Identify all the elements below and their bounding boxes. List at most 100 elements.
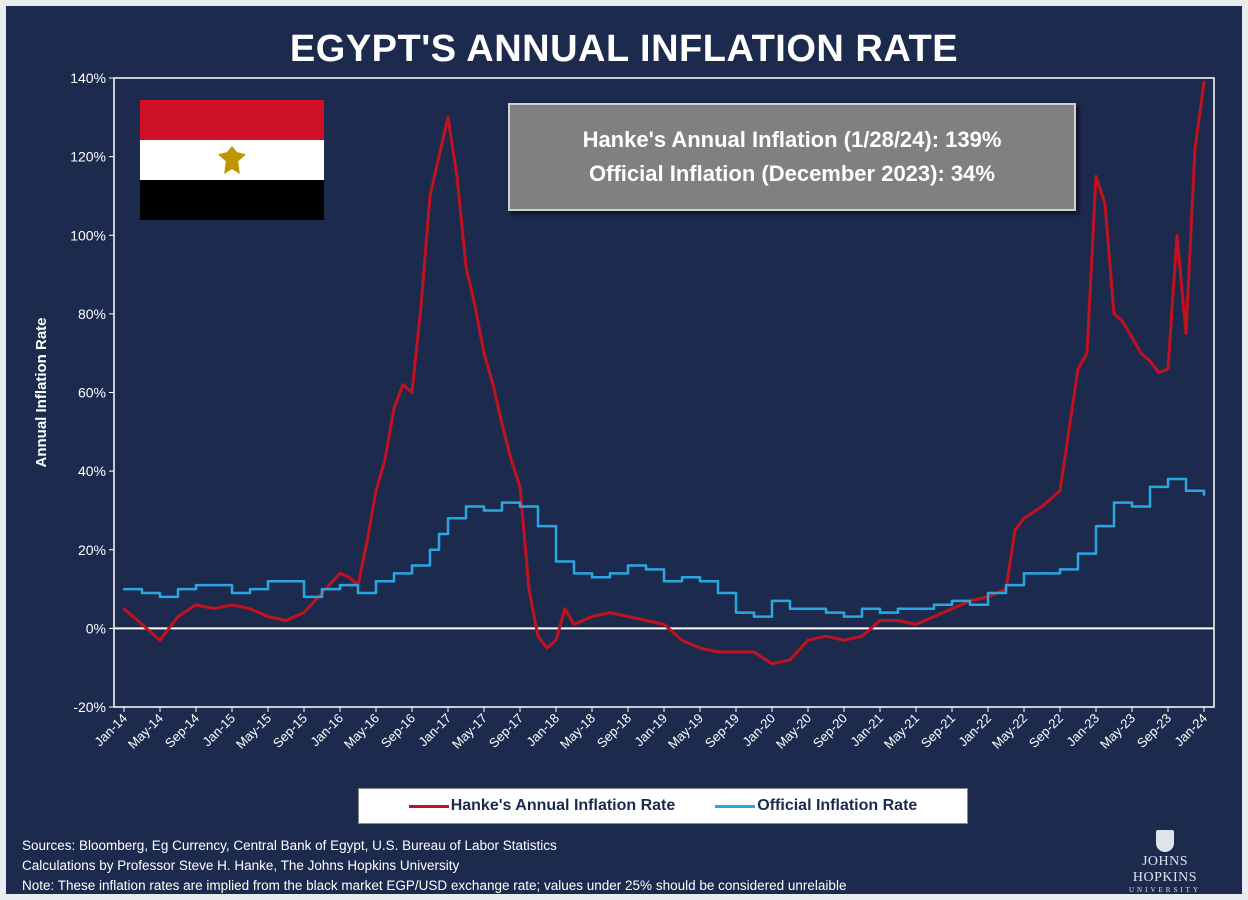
- x-tick-label: Jan-19: [631, 711, 670, 750]
- x-tick-label: Jan-18: [523, 711, 562, 750]
- y-tick-label: 80%: [78, 306, 106, 322]
- data-point-hanke: [662, 623, 666, 626]
- data-point-hanke: [1166, 367, 1170, 371]
- data-point-official: [1094, 525, 1098, 528]
- data-point-official: [1022, 572, 1026, 575]
- series-line-hanke: [123, 81, 1206, 666]
- data-point-official: [212, 583, 216, 587]
- data-point-hanke: [1058, 489, 1062, 492]
- callout-official-line: Official Inflation (December 2023): 34%: [589, 161, 995, 186]
- data-point-official: [788, 607, 792, 610]
- data-point-hanke: [302, 611, 306, 614]
- data-point-hanke: [950, 607, 954, 610]
- data-point-hanke: [383, 458, 387, 461]
- x-tick-label: Jan-16: [307, 711, 346, 750]
- chart-title: EGYPT'S ANNUAL INFLATION RATE: [289, 28, 959, 70]
- legend-swatch-hanke: [408, 804, 449, 808]
- data-point-hanke: [896, 619, 900, 622]
- data-point-official: [1184, 489, 1188, 492]
- footnote-sources: Sources: Bloomberg, Eg Currency, Central…: [22, 838, 557, 853]
- data-point-official: [950, 599, 954, 603]
- data-point-official: [896, 607, 900, 610]
- data-point-hanke: [1076, 367, 1080, 371]
- x-tick-label: Jan-20: [739, 711, 778, 750]
- data-point-official: [716, 591, 720, 595]
- johns-hopkins-logo: JOHNS HOPKINS UNIVERSITY: [1110, 830, 1220, 894]
- x-tick-label: May-19: [665, 711, 706, 752]
- data-point-official: [608, 572, 612, 575]
- data-point-hanke: [1013, 528, 1017, 532]
- x-tick-label: Jan-23: [1063, 711, 1102, 750]
- data-point-hanke: [752, 650, 756, 654]
- data-point-official: [158, 595, 162, 599]
- data-point-official: [140, 591, 144, 595]
- data-point-hanke: [788, 658, 792, 661]
- shield-icon: [1156, 830, 1174, 852]
- x-tick-label: May-14: [125, 711, 166, 752]
- data-point-hanke: [545, 646, 549, 650]
- data-point-hanke: [698, 646, 702, 650]
- data-point-hanke: [410, 391, 414, 394]
- data-point-official: [860, 607, 864, 610]
- data-point-hanke: [176, 615, 180, 618]
- data-point-official: [752, 615, 756, 618]
- data-point-official: [446, 517, 450, 520]
- data-point-official: [194, 583, 198, 587]
- x-tick-label: May-23: [1097, 711, 1138, 752]
- data-point-official: [986, 591, 990, 595]
- data-point-official: [500, 501, 504, 504]
- data-point-hanke: [464, 265, 468, 268]
- footnote-note: Note: These inflation rates are implied …: [22, 878, 847, 893]
- data-point-official: [554, 560, 558, 563]
- data-point-hanke: [563, 607, 567, 610]
- chart-legend: Hanke's Annual Inflation Rate Official I…: [358, 788, 968, 824]
- data-point-hanke: [374, 489, 378, 492]
- x-tick-label: Sep-15: [270, 711, 310, 751]
- x-tick-label: Sep-20: [810, 711, 850, 751]
- y-axis-title: Annual Inflation Rate: [33, 318, 50, 468]
- inflation-callout-box: Hanke's Annual Inflation (1/28/24): 139%…: [508, 103, 1076, 211]
- data-point-official: [266, 580, 270, 583]
- data-point-official: [338, 583, 342, 587]
- data-point-official: [590, 576, 594, 579]
- data-point-hanke: [230, 603, 234, 606]
- data-point-hanke: [716, 650, 720, 654]
- x-tick-label: Sep-22: [1026, 711, 1066, 751]
- x-tick-label: May-18: [557, 711, 598, 752]
- footnotes: Sources: Bloomberg, Eg Currency, Central…: [22, 836, 846, 896]
- data-point-hanke: [1130, 336, 1134, 339]
- data-point-official: [428, 548, 432, 551]
- data-point-official: [482, 509, 486, 512]
- data-point-hanke: [1121, 320, 1125, 323]
- data-point-official: [302, 595, 306, 599]
- data-point-official: [914, 607, 918, 610]
- data-point-hanke: [347, 576, 351, 579]
- data-point-hanke: [878, 619, 882, 622]
- data-point-hanke: [806, 639, 810, 642]
- series-line-official: [124, 477, 1206, 618]
- data-point-hanke: [1103, 202, 1107, 205]
- data-point-hanke: [1202, 80, 1206, 84]
- y-tick-label: -20%: [73, 699, 106, 715]
- x-tick-label: Jan-24: [1171, 711, 1210, 750]
- data-point-hanke: [122, 607, 126, 610]
- data-point-official: [1058, 568, 1062, 571]
- data-point-hanke: [509, 458, 513, 461]
- data-point-hanke: [734, 650, 738, 654]
- logo-name: JOHNS HOPKINS: [1132, 854, 1198, 885]
- data-point-official: [1166, 477, 1170, 481]
- legend-item-official: Official Inflation Rate: [715, 797, 917, 815]
- data-point-hanke: [914, 623, 918, 626]
- data-point-official: [518, 505, 522, 508]
- data-point-hanke: [401, 383, 405, 386]
- data-point-official: [770, 599, 774, 603]
- data-point-hanke: [212, 607, 216, 610]
- data-point-hanke: [1022, 517, 1026, 520]
- data-point-official: [1130, 505, 1134, 508]
- data-point-hanke: [500, 422, 504, 426]
- legend-swatch-official: [715, 804, 756, 808]
- data-point-hanke: [1040, 505, 1044, 508]
- data-point-official: [536, 525, 540, 528]
- y-tick-label: 100%: [70, 227, 106, 243]
- y-tick-label: 20%: [78, 542, 106, 558]
